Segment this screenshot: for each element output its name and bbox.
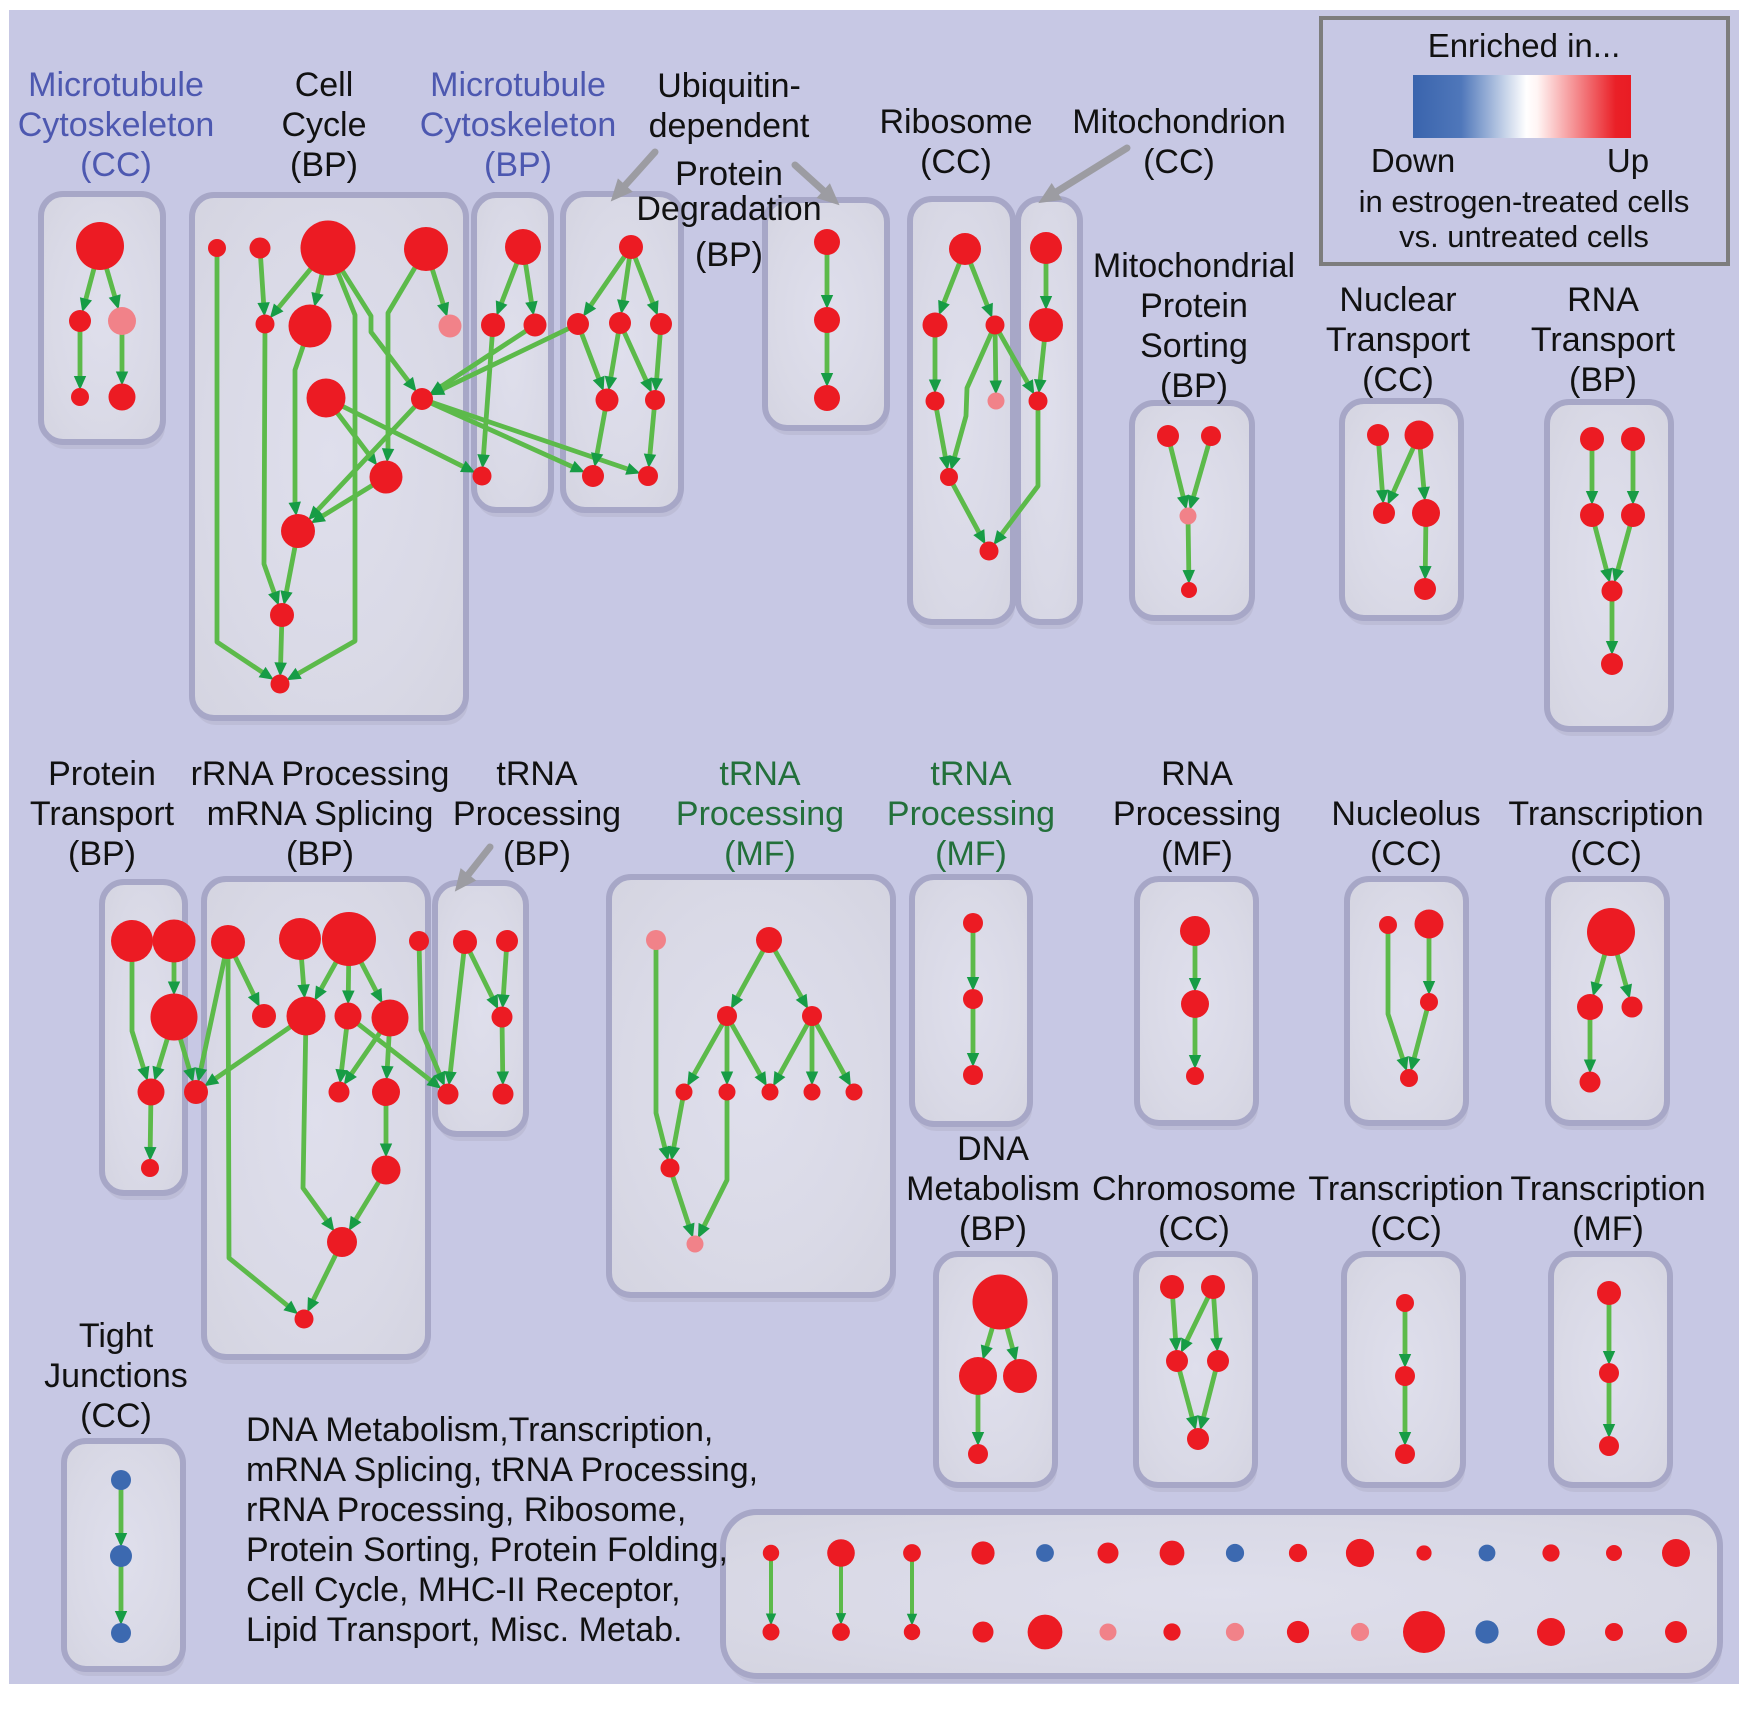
svg-text:DNA: DNA xyxy=(957,1130,1029,1168)
svg-text:rRNA Processing, Ribosome,: rRNA Processing, Ribosome, xyxy=(246,1491,686,1529)
svg-text:Ribosome: Ribosome xyxy=(879,103,1032,141)
svg-text:Transport: Transport xyxy=(30,795,175,833)
svg-text:Transcription: Transcription xyxy=(1510,1170,1705,1208)
svg-text:Cell: Cell xyxy=(295,66,354,104)
svg-text:(MF): (MF) xyxy=(1161,835,1233,873)
svg-text:Protein: Protein xyxy=(1140,287,1248,325)
svg-text:(BP): (BP) xyxy=(1160,367,1228,405)
svg-text:(MF): (MF) xyxy=(1572,1210,1644,1248)
svg-text:(BP): (BP) xyxy=(959,1210,1027,1248)
svg-text:Cell Cycle, MHC-II Receptor,: Cell Cycle, MHC-II Receptor, xyxy=(246,1571,681,1609)
svg-text:Sorting: Sorting xyxy=(1140,327,1248,365)
svg-text:tRNA: tRNA xyxy=(496,755,578,793)
svg-text:rRNA Processing: rRNA Processing xyxy=(191,755,450,793)
svg-text:Transcription: Transcription xyxy=(1508,795,1703,833)
svg-text:Processing: Processing xyxy=(676,795,844,833)
svg-text:Protein Sorting, Protein Foldi: Protein Sorting, Protein Folding, xyxy=(246,1531,728,1569)
svg-text:Mitochondrial: Mitochondrial xyxy=(1093,247,1295,285)
svg-text:Up: Up xyxy=(1607,142,1649,179)
svg-text:Tight: Tight xyxy=(79,1317,154,1355)
svg-text:Cycle: Cycle xyxy=(281,106,366,144)
svg-text:Processing: Processing xyxy=(887,795,1055,833)
svg-text:DNA Metabolism,Transcription,: DNA Metabolism,Transcription, xyxy=(246,1411,713,1449)
svg-text:Cytoskeleton: Cytoskeleton xyxy=(18,106,215,144)
svg-text:tRNA: tRNA xyxy=(930,755,1012,793)
svg-text:Junctions: Junctions xyxy=(44,1357,188,1395)
svg-text:Protein: Protein xyxy=(48,755,156,793)
svg-text:(CC): (CC) xyxy=(1362,361,1434,399)
svg-text:(CC): (CC) xyxy=(80,146,152,184)
svg-text:mRNA Splicing, tRNA Processing: mRNA Splicing, tRNA Processing, xyxy=(246,1451,758,1489)
svg-text:Microtubule: Microtubule xyxy=(28,66,204,104)
svg-text:Enriched in...: Enriched in... xyxy=(1428,27,1621,64)
svg-text:Down: Down xyxy=(1371,142,1455,179)
svg-text:(BP): (BP) xyxy=(68,835,136,873)
svg-text:(BP): (BP) xyxy=(695,236,763,274)
svg-text:(BP): (BP) xyxy=(484,146,552,184)
svg-text:Processing: Processing xyxy=(1113,795,1281,833)
svg-text:(CC): (CC) xyxy=(1370,835,1442,873)
svg-text:dependent: dependent xyxy=(649,107,810,145)
svg-text:(CC): (CC) xyxy=(1158,1210,1230,1248)
svg-text:(CC): (CC) xyxy=(1370,1210,1442,1248)
svg-text:Ubiquitin-: Ubiquitin- xyxy=(657,67,801,105)
svg-text:RNA: RNA xyxy=(1161,755,1233,793)
svg-text:RNA: RNA xyxy=(1567,281,1639,319)
svg-text:Protein: Protein xyxy=(675,155,783,193)
svg-text:(BP): (BP) xyxy=(1569,361,1637,399)
svg-text:in estrogen-treated cells: in estrogen-treated cells xyxy=(1359,184,1690,219)
svg-text:Transport: Transport xyxy=(1326,321,1471,359)
svg-text:vs. untreated cells: vs. untreated cells xyxy=(1399,219,1649,254)
svg-text:Chromosome: Chromosome xyxy=(1092,1170,1296,1208)
svg-text:(CC): (CC) xyxy=(80,1397,152,1435)
svg-text:mRNA Splicing: mRNA Splicing xyxy=(207,795,434,833)
svg-text:Nucleolus: Nucleolus xyxy=(1331,795,1480,833)
svg-text:Nuclear: Nuclear xyxy=(1339,281,1456,319)
svg-text:Lipid Transport, Misc. Metab.: Lipid Transport, Misc. Metab. xyxy=(246,1611,683,1649)
svg-text:(CC): (CC) xyxy=(1570,835,1642,873)
svg-text:(BP): (BP) xyxy=(286,835,354,873)
svg-text:tRNA: tRNA xyxy=(719,755,801,793)
svg-text:Metabolism: Metabolism xyxy=(906,1170,1080,1208)
svg-text:(CC): (CC) xyxy=(920,143,992,181)
svg-text:Microtubule: Microtubule xyxy=(430,66,606,104)
svg-text:(BP): (BP) xyxy=(290,146,358,184)
svg-text:(MF): (MF) xyxy=(935,835,1007,873)
svg-text:(CC): (CC) xyxy=(1143,143,1215,181)
svg-text:Transport: Transport xyxy=(1531,321,1676,359)
svg-text:Cytoskeleton: Cytoskeleton xyxy=(420,106,617,144)
svg-text:Transcription: Transcription xyxy=(1308,1170,1503,1208)
svg-text:Degradation: Degradation xyxy=(636,190,821,228)
svg-text:(BP): (BP) xyxy=(503,835,571,873)
svg-text:Processing: Processing xyxy=(453,795,621,833)
svg-text:Mitochondrion: Mitochondrion xyxy=(1072,103,1286,141)
svg-text:(MF): (MF) xyxy=(724,835,796,873)
